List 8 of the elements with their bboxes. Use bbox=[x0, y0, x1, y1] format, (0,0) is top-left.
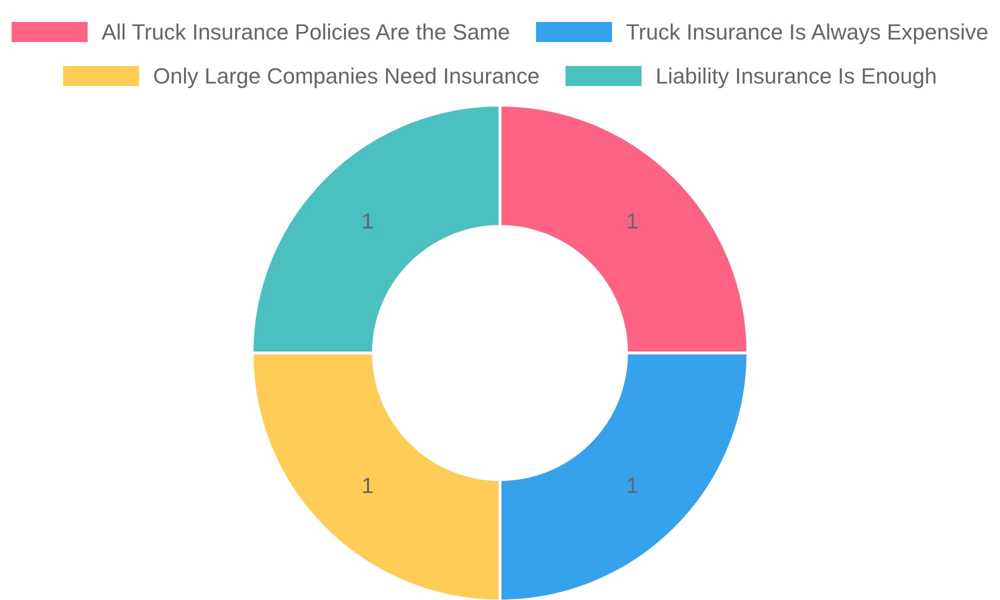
data-label: 1 bbox=[626, 208, 639, 234]
data-label: 1 bbox=[361, 473, 374, 498]
legend-label: All Truck Insurance Policies Are the Same bbox=[102, 20, 510, 45]
data-label: 1 bbox=[626, 473, 639, 498]
legend-label: Only Large Companies Need Insurance bbox=[153, 64, 540, 89]
data-label: 1 bbox=[361, 208, 374, 234]
legend-label: Truck Insurance Is Always Expensive bbox=[626, 20, 988, 45]
legend-label: Liability Insurance Is Enough bbox=[656, 64, 937, 89]
